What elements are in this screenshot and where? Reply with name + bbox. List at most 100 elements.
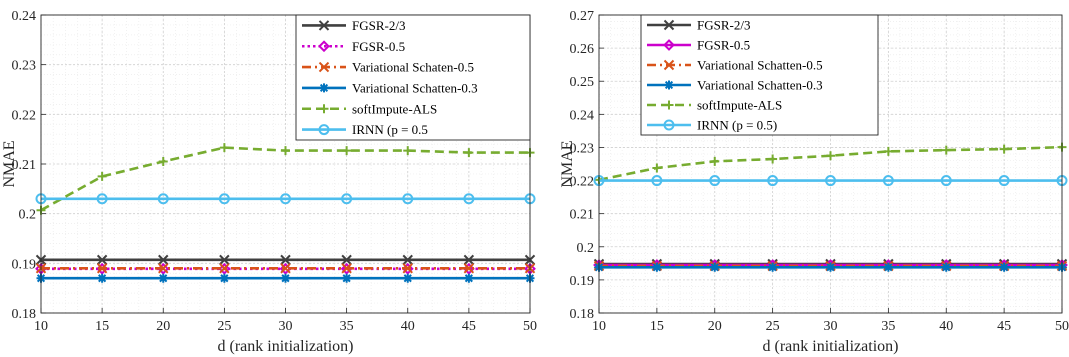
data-point xyxy=(403,146,413,156)
legend-entry: Variational Schatten-0.3 xyxy=(697,78,823,93)
x-tick-label: 20 xyxy=(156,319,170,334)
legend-entry: Variational Schatten-0.5 xyxy=(697,58,823,73)
legend-marker xyxy=(319,104,329,114)
data-point xyxy=(219,254,230,266)
y-tick-label: 0.27 xyxy=(570,9,595,24)
data-point xyxy=(825,175,836,187)
legend-entry: IRNN (p = 0.5) xyxy=(697,118,777,133)
legend-marker xyxy=(318,20,330,31)
data-point xyxy=(97,171,107,181)
legend-marker xyxy=(318,61,330,73)
data-point xyxy=(96,263,108,274)
chart-panel-2: 10 15 20 25 30 35 40 45 50 0.18 0.19 0.2 0.21 0.22 0.2… xyxy=(559,9,1069,355)
x-tick-label: 45 xyxy=(997,319,1011,334)
data-point xyxy=(157,193,169,205)
data-point xyxy=(219,143,229,153)
legend-entry: Variational Schaten-0.5 xyxy=(352,60,474,75)
x-tick-label: 45 xyxy=(462,319,476,334)
legend-marker xyxy=(663,119,675,131)
data-point xyxy=(940,175,952,187)
chart-panel-1: 10 15 20 25 30 35 40 45 50 0.18 0.19 0.2 0.21 0.22 0.2… xyxy=(1,9,537,355)
data-point xyxy=(652,163,662,173)
x-tick-label: 10 xyxy=(592,319,606,334)
data-point xyxy=(402,193,414,205)
data-point xyxy=(218,262,231,275)
x-tick-label: 50 xyxy=(1055,319,1069,334)
data-point xyxy=(709,175,721,187)
legend-entry: softImpute-ALS xyxy=(352,101,437,116)
y-axis-label: NMAE xyxy=(559,140,576,187)
data-point xyxy=(341,193,353,205)
data-point xyxy=(941,145,951,155)
data-point xyxy=(883,262,893,272)
data-point xyxy=(96,254,108,266)
data-point xyxy=(158,254,169,266)
legend-entry: softImpute-ALS xyxy=(697,98,782,113)
data-point xyxy=(96,193,108,205)
x-tick-label: 35 xyxy=(340,319,354,334)
data-point xyxy=(463,263,475,274)
data-point xyxy=(341,263,352,274)
y-tick-label: 0.23 xyxy=(570,141,595,156)
x-tick-label: 40 xyxy=(939,319,953,334)
data-point xyxy=(826,262,835,272)
y-tick-label: 0.24 xyxy=(570,108,595,123)
legend-marker xyxy=(318,124,330,136)
data-point xyxy=(158,273,168,283)
y-tick-label: 0.18 xyxy=(12,307,37,322)
data-point xyxy=(342,146,352,156)
x-tick-label: 15 xyxy=(95,319,109,334)
data-point xyxy=(281,146,290,156)
y-tick-label: 0.22 xyxy=(570,175,595,190)
data-point xyxy=(999,262,1009,272)
legend: FGSR-2/3 FGSR-0.5 Variational Schatten-0.5… xyxy=(640,14,879,136)
x-tick-label: 15 xyxy=(650,319,664,334)
data-point xyxy=(341,254,352,266)
legend-marker xyxy=(664,80,674,90)
data-point xyxy=(218,193,230,205)
y-axis-label: NMAE xyxy=(1,140,18,187)
y-tick-label: 0.25 xyxy=(570,75,595,90)
legend: FGSR-2/3 FGSR-0.5 Variational Schaten-0.5 V… xyxy=(295,14,531,141)
data-point xyxy=(464,273,474,283)
data-point xyxy=(403,273,413,283)
series-line xyxy=(598,145,1063,182)
x-tick-label: 30 xyxy=(824,319,838,334)
data-point xyxy=(710,262,720,272)
data-point xyxy=(463,193,475,205)
data-point xyxy=(710,156,720,166)
data-point xyxy=(280,254,291,266)
legend-marker xyxy=(664,100,674,110)
x-tick-label: 35 xyxy=(881,319,895,334)
y-tick-label: 0.24 xyxy=(12,9,37,24)
legend-entry: FGSR-0.5 xyxy=(352,39,405,54)
data-point xyxy=(158,157,168,167)
data-point xyxy=(998,175,1010,187)
y-tick-label: 0.2 xyxy=(19,208,37,223)
data-point xyxy=(281,273,290,283)
legend-entry: Variational Schatten-0.3 xyxy=(352,80,478,95)
x-tick-label: 10 xyxy=(34,319,48,334)
data-point xyxy=(464,148,474,158)
y-tick-label: 0.18 xyxy=(570,307,595,322)
x-tick-label: 25 xyxy=(217,319,231,334)
data-point xyxy=(941,262,951,272)
data-point xyxy=(158,263,169,274)
legend-entry: FGSR-2/3 xyxy=(352,18,405,33)
series-1 xyxy=(35,254,536,266)
x-axis-label: d (rank initialization) xyxy=(763,338,899,355)
data-point xyxy=(463,254,475,266)
legend-entry: FGSR-0.5 xyxy=(697,38,750,53)
data-point xyxy=(402,254,413,266)
data-point xyxy=(767,175,779,187)
legend-box xyxy=(295,14,531,141)
data-point xyxy=(999,144,1009,154)
data-point xyxy=(882,175,894,187)
y-tick-label: 0.21 xyxy=(570,208,595,223)
y-tick-label: 0.19 xyxy=(570,274,595,289)
data-point xyxy=(97,273,107,283)
y-tick-label: 0.23 xyxy=(12,59,37,74)
data-point xyxy=(652,262,662,272)
data-point xyxy=(768,154,778,164)
